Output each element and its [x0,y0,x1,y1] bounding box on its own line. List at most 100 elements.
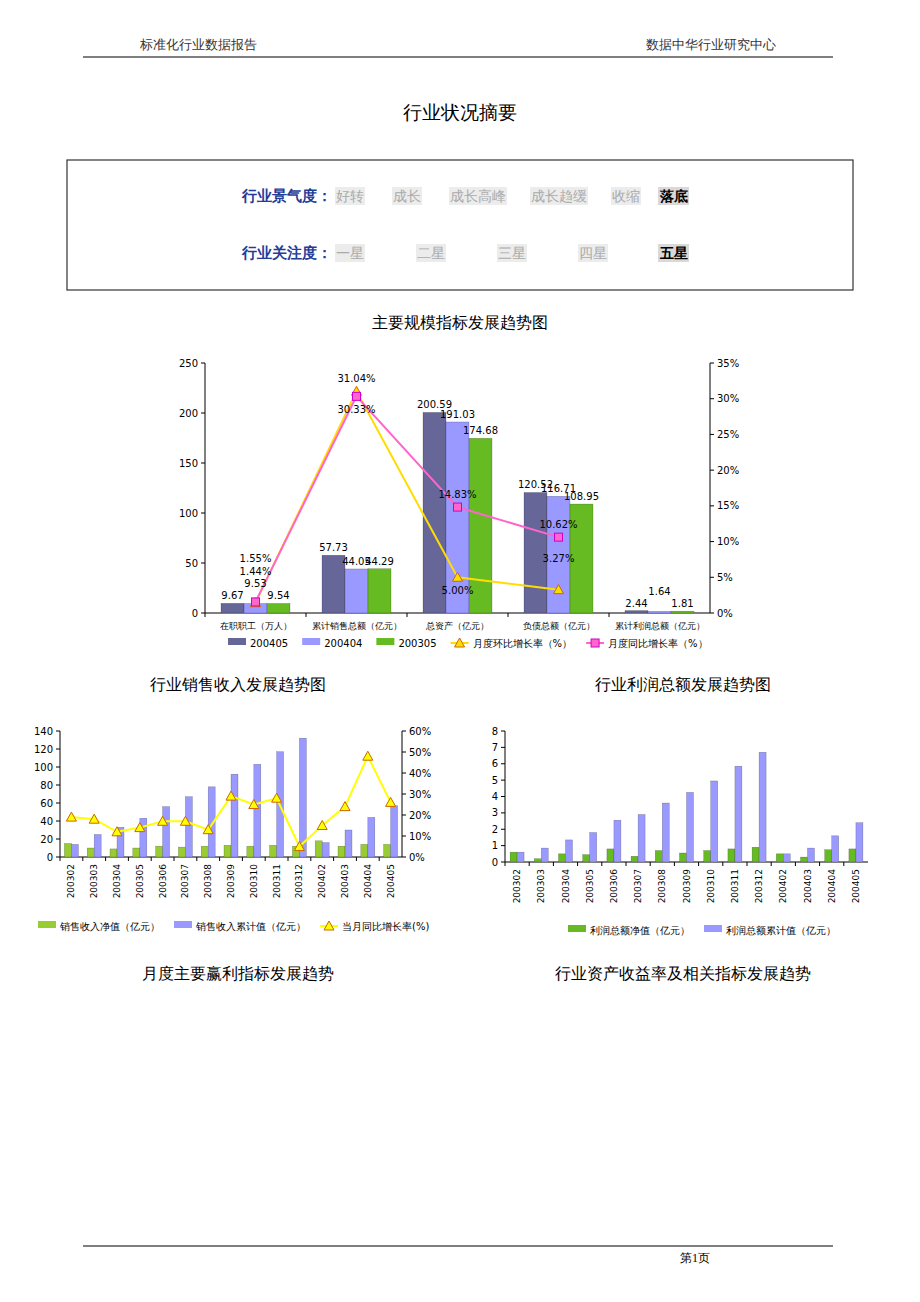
bar [583,855,590,862]
marker [251,598,261,607]
labels: 9.6757.73200.59120.522.449.5344.05191.03… [221,373,693,609]
y2-tick-label: 10% [717,536,739,547]
x-tick [650,862,651,866]
y-tick [501,812,505,813]
y2-tick [710,434,714,435]
x-tick [128,857,129,861]
legend-swatch [324,921,334,930]
option-bg [392,187,422,205]
option-bg [611,187,641,205]
bar [322,843,329,857]
data-label: 1.81 [671,598,693,609]
footer-rule [83,1246,833,1247]
x-tick [771,862,772,866]
bar [631,856,638,862]
y-tick-label: 5 [492,775,498,786]
x-tick-label: 200308 [203,864,213,899]
chart-title: 行业销售收入发展趋势图 [150,675,326,694]
y-tick [56,839,60,840]
marker [353,392,361,400]
line [71,756,390,846]
legend-label: 月度环比增长率（%） [473,638,573,649]
bar [71,844,78,857]
legend-swatch [174,921,192,928]
x-tick-label: 200312 [294,864,304,898]
x-tick [577,862,578,866]
bar [254,764,261,857]
x-tick [219,857,220,861]
y-tick [201,563,205,564]
x-tick [722,862,723,866]
legend-entry: 200305 [376,638,436,649]
legend-swatch [455,638,465,647]
data-label: 57.73 [319,542,348,553]
bar [752,847,759,862]
chart: 行业利润总额发展趋势图01234567820030220030320030420… [492,675,868,936]
marker [89,814,99,823]
chart: 主要规模指标发展趋势图0501001502002500%5%10%15%20%2… [179,313,739,649]
bar [638,815,645,862]
x-tick-label: 200403 [340,864,350,898]
marker [340,802,350,811]
x-tick-label: 200303 [89,864,99,898]
legend-swatch [376,638,394,645]
bar [832,836,839,862]
x-tick-label: 200312 [754,869,764,903]
option-bg [658,244,689,262]
data-label: 9.54 [267,590,289,601]
bar [221,603,244,613]
bar [849,849,856,862]
bar [517,852,524,862]
bar [711,781,718,862]
bar [541,848,548,862]
bar [368,569,391,613]
y2-tick-label: 20% [717,465,739,476]
bar [534,859,541,862]
y-tick [501,845,505,846]
x-tick [674,862,675,866]
y-tick-label: 8 [492,726,498,737]
summary-option-text: 一星 [336,245,364,261]
x-tick-label: 累计销售总额（亿元） [312,621,402,631]
x-tick [82,857,83,861]
y2-tick-label: 0% [409,852,425,863]
x-tick [508,613,509,617]
plot-area [64,738,397,857]
bar [607,849,614,862]
bar [680,853,687,862]
bar [590,833,597,862]
y-tick [56,767,60,768]
summary-option-text: 五星 [659,245,688,261]
y2-tick [710,505,714,506]
y-tick [501,763,505,764]
y2-tick-label: 0% [717,608,733,619]
x-tick [242,857,243,861]
data-label: 9.53 [244,578,266,589]
y-tick-label: 0 [192,608,198,619]
legend-entry: 200405 [228,638,288,649]
y-tick-label: 250 [179,358,198,369]
legend-entry: 月度环比增长率（%） [451,638,573,649]
plot-area [510,752,863,862]
y-tick [56,731,60,732]
y-tick-label: 20 [40,834,53,845]
y-tick-label: 140 [34,726,53,737]
summary-option-text: 成长高峰 [450,188,506,204]
bar [614,820,621,862]
legend-swatch [704,925,722,932]
data-label: 9.67 [221,590,243,601]
bar [156,846,163,857]
summary-option: 三星 [497,244,527,262]
y2-tick [710,613,714,614]
chart-title: 主要规模指标发展趋势图 [372,313,548,332]
legend-entry: 200404 [302,638,362,649]
option-bg [658,187,689,205]
summary-label: 行业关注度： [241,244,332,262]
x-tick [288,857,289,861]
section-title: 行业资产收益率及相关指标发展趋势 [555,964,811,983]
y-tick-label: 0 [47,852,53,863]
bar [566,840,573,862]
y-tick [201,413,205,414]
x-tick-label: 200305 [135,864,145,898]
bar [224,845,231,857]
